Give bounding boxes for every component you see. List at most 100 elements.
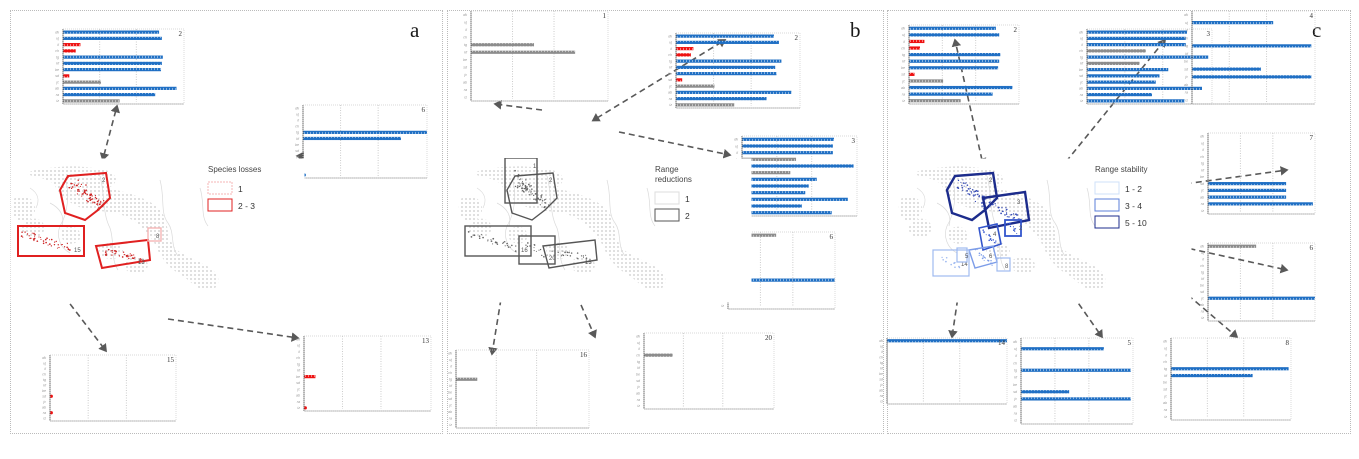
svg-text:ra: ra [43, 411, 46, 415]
svg-text:tg: tg [1201, 162, 1204, 166]
svg-text:Range stability: Range stability [1095, 165, 1147, 174]
svg-text:uj: uj [1201, 251, 1204, 255]
svg-text:tg: tg [637, 360, 640, 364]
svg-text:be: be [668, 72, 672, 76]
svg-text:iz: iz [449, 423, 452, 427]
svg-text:iz: iz [1080, 99, 1083, 103]
svg-text:jc: jc [1200, 189, 1204, 193]
svg-text:15: 15 [167, 356, 175, 364]
svg-text:tg: tg [1201, 271, 1204, 275]
svg-text:tg: tg [902, 53, 905, 57]
svg-text:tg: tg [449, 378, 452, 382]
svg-text:ra: ra [464, 88, 467, 92]
svg-text:2: 2 [795, 34, 799, 42]
svg-text:ra: ra [1185, 91, 1188, 95]
svg-text:dk: dk [296, 337, 300, 341]
svg-text:ab: ab [901, 86, 905, 90]
svg-text:iz: iz [56, 99, 59, 103]
svg-text:ra: ra [1014, 412, 1017, 416]
svg-text:tg: tg [1164, 367, 1167, 371]
svg-text:jc: jc [448, 404, 452, 408]
svg-text:uj: uj [449, 358, 452, 362]
svg-text:ch: ch [668, 53, 672, 57]
svg-text:jc: jc [42, 400, 46, 404]
svg-text:8: 8 [1286, 339, 1290, 347]
svg-text:iz: iz [1185, 98, 1188, 102]
svg-text:uj: uj [296, 112, 299, 116]
svg-text:li: li [638, 347, 640, 351]
svg-text:5 - 10: 5 - 10 [1125, 218, 1147, 228]
svg-text:ch: ch [636, 353, 640, 357]
svg-text:2: 2 [179, 30, 183, 38]
svg-text:ra: ra [297, 400, 300, 404]
svg-text:iz: iz [1014, 419, 1017, 423]
svg-text:2: 2 [685, 211, 690, 221]
svg-text:2 - 3: 2 - 3 [238, 201, 255, 211]
svg-text:tg: tg [1080, 55, 1083, 59]
svg-text:iz: iz [1164, 415, 1167, 419]
svg-text:dk: dk [463, 13, 467, 17]
svg-text:ch: ch [1013, 361, 1017, 365]
svg-text:li: li [297, 119, 299, 123]
svg-text:7: 7 [1310, 134, 1314, 142]
svg-text:iz: iz [1201, 316, 1204, 320]
svg-text:uj: uj [880, 345, 883, 349]
svg-text:uj: uj [735, 144, 738, 148]
svg-text:uj: uj [1080, 37, 1083, 41]
svg-text:uj: uj [637, 341, 640, 345]
svg-text:jc: jc [879, 383, 883, 387]
svg-text:dk: dk [1200, 245, 1204, 249]
svg-text:ab: ab [1013, 404, 1017, 408]
svg-text:jc: jc [636, 385, 640, 389]
svg-text:be: be [296, 375, 300, 379]
svg-text:jc: jc [668, 84, 672, 88]
svg-text:ch: ch [901, 46, 905, 50]
svg-text:ch: ch [879, 356, 883, 360]
svg-text:ra: ra [56, 93, 59, 97]
svg-text:li: li [903, 40, 905, 44]
svg-text:be: be [1013, 383, 1017, 387]
svg-text:iz: iz [297, 406, 300, 410]
svg-text:ab: ab [636, 391, 640, 395]
svg-text:13: 13 [138, 260, 145, 266]
svg-text:dk: dk [295, 106, 299, 110]
svg-text:tg: tg [669, 59, 672, 63]
svg-text:jc: jc [55, 80, 59, 84]
svg-text:tg: tg [880, 361, 883, 365]
svg-text:ch: ch [1184, 36, 1188, 40]
svg-text:be: be [295, 143, 299, 147]
svg-text:be: be [636, 372, 640, 376]
svg-text:ra: ra [669, 97, 672, 101]
svg-text:tg: tg [1185, 44, 1188, 48]
svg-text:li: li [1015, 354, 1017, 358]
svg-text:iz: iz [880, 400, 883, 404]
svg-text:uj: uj [902, 33, 905, 37]
svg-text:li: li [1202, 148, 1204, 152]
svg-text:Range: Range [655, 165, 679, 174]
svg-text:15: 15 [74, 248, 81, 254]
svg-text:be: be [1200, 284, 1204, 288]
svg-text:uj: uj [1185, 21, 1188, 25]
svg-text:li: li [670, 47, 672, 51]
svg-text:1: 1 [603, 12, 607, 20]
svg-text:5: 5 [1128, 339, 1132, 347]
svg-text:jc: jc [1200, 297, 1204, 301]
svg-text:be: be [901, 66, 905, 70]
svg-text:iz: iz [1201, 209, 1204, 213]
svg-text:li: li [736, 151, 738, 155]
svg-text:be: be [448, 391, 452, 395]
svg-text:1: 1 [685, 194, 690, 204]
svg-text:ab: ab [55, 87, 59, 91]
svg-text:be: be [879, 372, 883, 376]
svg-text:dk: dk [1200, 135, 1204, 139]
svg-text:ra: ra [1080, 93, 1083, 97]
svg-text:tg: tg [297, 362, 300, 366]
svg-text:be: be [55, 68, 59, 72]
svg-text:ra: ra [880, 394, 883, 398]
svg-text:6: 6 [1310, 244, 1314, 252]
svg-text:ch: ch [463, 36, 467, 40]
svg-text:reductions: reductions [655, 175, 692, 184]
svg-text:uj: uj [56, 37, 59, 41]
svg-text:dk: dk [636, 334, 640, 338]
svg-text:iz: iz [902, 99, 905, 103]
